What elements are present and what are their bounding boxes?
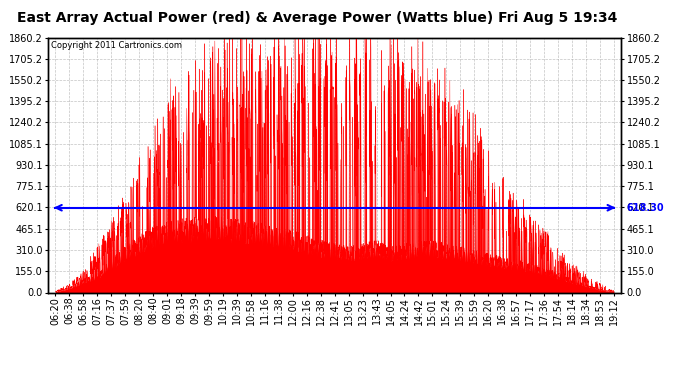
Text: East Array Actual Power (red) & Average Power (Watts blue) Fri Aug 5 19:34: East Array Actual Power (red) & Average …: [17, 11, 618, 25]
Text: 618.30: 618.30: [627, 203, 664, 213]
Text: Copyright 2011 Cartronics.com: Copyright 2011 Cartronics.com: [51, 41, 182, 50]
